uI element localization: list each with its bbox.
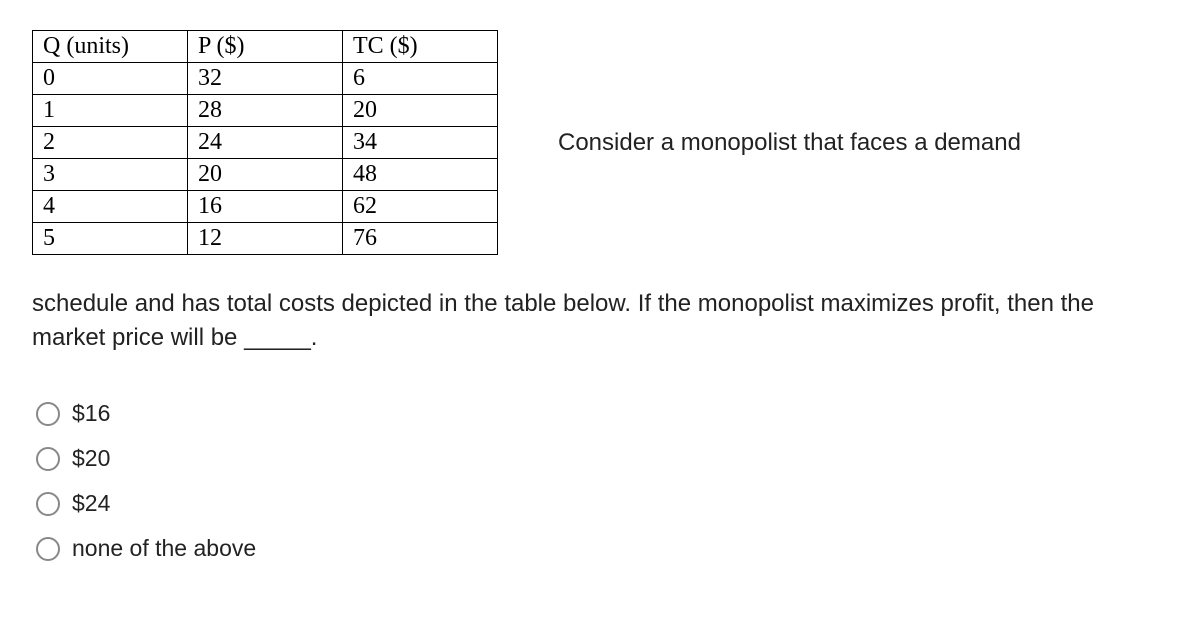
top-section: Q (units) P ($) TC ($) 0 32 6 1 28 20 2 … <box>32 30 1168 255</box>
option-none[interactable]: none of the above <box>36 535 1168 562</box>
cell: 0 <box>33 63 188 95</box>
cell: 5 <box>33 223 188 255</box>
cell: 16 <box>188 191 343 223</box>
cell: 20 <box>343 95 498 127</box>
table-row: 1 28 20 <box>33 95 498 127</box>
table-header-row: Q (units) P ($) TC ($) <box>33 31 498 63</box>
option-label: none of the above <box>72 535 256 562</box>
question-text: schedule and has total costs depicted in… <box>32 287 1168 354</box>
col-header-q: Q (units) <box>33 31 188 63</box>
table-row: 5 12 76 <box>33 223 498 255</box>
cell: 2 <box>33 127 188 159</box>
option-label: $24 <box>72 490 110 517</box>
radio-icon <box>36 537 60 561</box>
col-header-tc: TC ($) <box>343 31 498 63</box>
cell: 1 <box>33 95 188 127</box>
options-group: $16 $20 $24 none of the above <box>32 400 1168 562</box>
radio-icon <box>36 492 60 516</box>
table-row: 3 20 48 <box>33 159 498 191</box>
option-20[interactable]: $20 <box>36 445 1168 472</box>
radio-icon <box>36 402 60 426</box>
cell: 62 <box>343 191 498 223</box>
option-label: $20 <box>72 445 110 472</box>
cell: 20 <box>188 159 343 191</box>
cell: 6 <box>343 63 498 95</box>
cell: 76 <box>343 223 498 255</box>
cell: 28 <box>188 95 343 127</box>
option-24[interactable]: $24 <box>36 490 1168 517</box>
table-row: 0 32 6 <box>33 63 498 95</box>
col-header-p: P ($) <box>188 31 343 63</box>
question-intro-text: Consider a monopolist that faces a deman… <box>558 129 1021 157</box>
table-row: 4 16 62 <box>33 191 498 223</box>
cell: 34 <box>343 127 498 159</box>
cell: 48 <box>343 159 498 191</box>
table-row: 2 24 34 <box>33 127 498 159</box>
cell: 3 <box>33 159 188 191</box>
option-label: $16 <box>72 400 110 427</box>
data-table: Q (units) P ($) TC ($) 0 32 6 1 28 20 2 … <box>32 30 498 255</box>
option-16[interactable]: $16 <box>36 400 1168 427</box>
cell: 4 <box>33 191 188 223</box>
radio-icon <box>36 447 60 471</box>
cell: 12 <box>188 223 343 255</box>
cell: 32 <box>188 63 343 95</box>
cell: 24 <box>188 127 343 159</box>
